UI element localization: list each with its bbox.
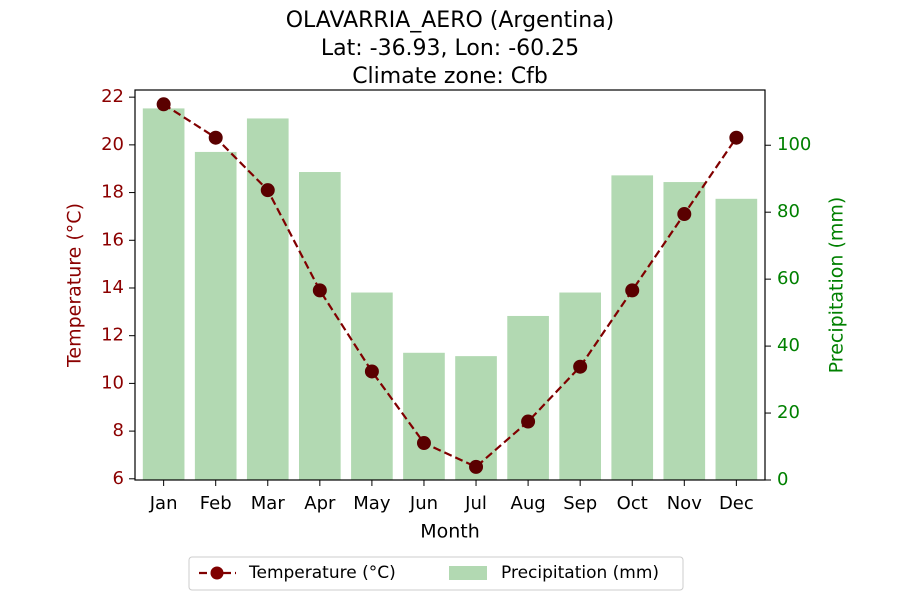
temperature-tick-label: 14 <box>101 277 124 298</box>
month-tick-label: Mar <box>251 493 286 514</box>
temperature-point <box>416 436 431 451</box>
temperature-tick-label: 18 <box>101 182 124 203</box>
temperature-tick-label: 16 <box>101 229 124 250</box>
month-tick-label: Aug <box>511 493 546 514</box>
month-axis: Jan Feb Mar Apr May Jun Jul Aug Sep Oct Nov Dec Mont… <box>149 480 754 543</box>
chart-title-line: OLAVARRIA_AERO (Argentina) <box>286 8 615 33</box>
temperature-point <box>469 459 484 474</box>
temperature-point <box>260 183 275 198</box>
chart-title-line: Lat: -36.93, Lon: -60.25 <box>321 36 579 61</box>
month-tick-label: Feb <box>200 493 232 514</box>
temperature-axis-label: Temperature (°C) <box>64 203 86 368</box>
month-tick-label: Oct <box>617 493 648 514</box>
plot-border <box>134 89 766 481</box>
precipitation-bar <box>559 292 601 480</box>
precipitation-tick-label: 0 <box>777 469 788 490</box>
month-axis-label: Month <box>420 521 480 543</box>
precipitation-bar <box>194 151 237 480</box>
temperature-axis: 6 8 10 12 14 16 18 20 22 Temperature (°C) <box>64 86 135 489</box>
temperature-tick-label: 22 <box>101 86 124 107</box>
precipitation-bar <box>715 198 758 480</box>
month-tick-label: Jan <box>149 493 178 514</box>
plot-frame <box>134 89 766 481</box>
temperature-tick-label: 12 <box>101 325 124 346</box>
legend-temperature-marker <box>210 566 224 580</box>
month-tick-label: Dec <box>719 493 754 514</box>
temperature-point <box>677 207 692 222</box>
precipitation-tick-label: 20 <box>777 402 800 423</box>
precipitation-bar <box>403 352 445 480</box>
precipitation-bar <box>299 172 341 481</box>
temperature-point <box>573 359 588 374</box>
precipitation-bar <box>351 292 393 480</box>
month-tick-label: Jul <box>464 493 487 514</box>
temperature-point <box>156 97 171 112</box>
legend-precipitation-swatch <box>449 566 487 580</box>
precipitation-tick-label: 100 <box>777 134 811 155</box>
legend: Temperature (°C) Precipitation (mm) <box>188 556 684 591</box>
temperature-series-line <box>163 103 738 469</box>
temperature-point <box>208 130 223 145</box>
temperature-point <box>625 283 640 298</box>
month-tick-label: Apr <box>304 493 336 514</box>
month-tick-label: May <box>353 493 391 514</box>
temperature-point <box>729 130 744 145</box>
precipitation-tick-label: 80 <box>777 201 800 222</box>
legend-temperature-label: Temperature (°C) <box>248 563 396 583</box>
legend-precipitation-label: Precipitation (mm) <box>501 563 659 583</box>
temperature-tick-label: 8 <box>113 420 124 441</box>
precipitation-bar <box>246 118 289 481</box>
precipitation-bar <box>611 175 654 480</box>
month-tick-label: Nov <box>667 493 702 514</box>
precipitation-bar <box>663 182 706 480</box>
precipitation-bars <box>142 108 758 481</box>
month-tick-label: Sep <box>563 493 597 514</box>
temperature-point <box>364 364 379 379</box>
precipitation-bar <box>142 108 185 480</box>
precipitation-tick-label: 40 <box>777 335 800 356</box>
precipitation-tick-label: 60 <box>777 268 800 289</box>
chart-title: OLAVARRIA_AERO (Argentina) Lat: -36.93, L… <box>286 8 615 89</box>
temperature-point <box>312 283 327 298</box>
temperature-tick-label: 6 <box>113 468 124 489</box>
precipitation-axis: 0 20 40 60 80 100 Precipitation (mm) <box>765 134 848 490</box>
legend-box <box>188 556 684 591</box>
temperature-tick-label: 20 <box>101 134 124 155</box>
month-tick-label: Jun <box>409 493 438 514</box>
temperature-tick-label: 10 <box>101 372 124 393</box>
temperature-point <box>521 414 536 429</box>
temperature-line <box>156 97 744 474</box>
precipitation-axis-label: Precipitation (mm) <box>826 197 848 374</box>
chart-title-line: Climate zone: Cfb <box>352 64 548 89</box>
precipitation-bar <box>507 315 549 480</box>
